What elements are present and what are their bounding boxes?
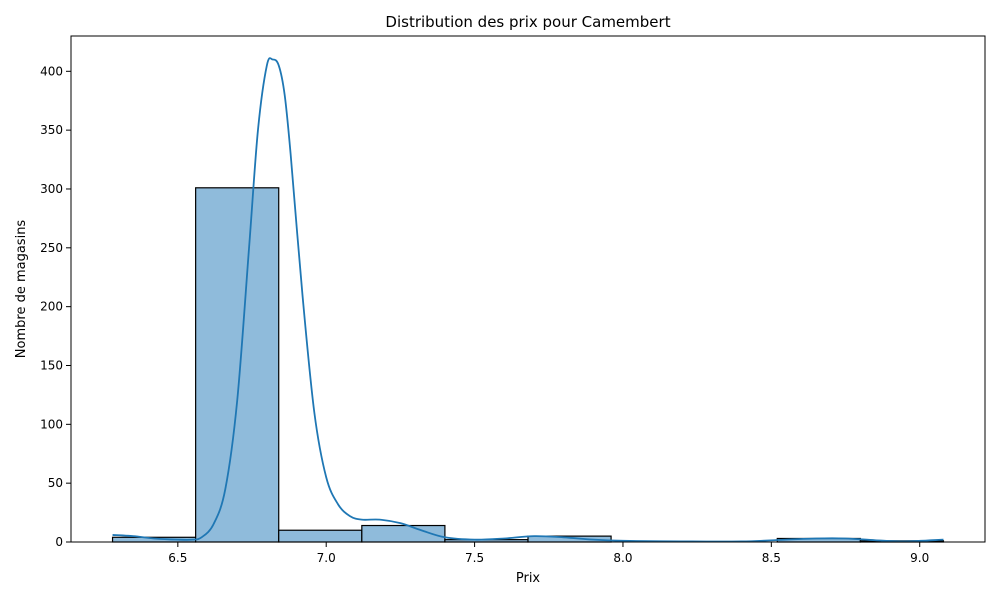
chart-title: Distribution des prix pour Camembert xyxy=(385,13,670,31)
y-tick-label: 150 xyxy=(40,358,63,372)
histogram-bar-2 xyxy=(195,187,280,543)
y-axis-label: Nombre de magasins xyxy=(14,220,29,359)
y-tick-label: 300 xyxy=(40,182,63,196)
y-tick-label: 50 xyxy=(48,476,63,490)
kde-curve xyxy=(112,57,944,543)
x-tick-label: 8.5 xyxy=(762,551,781,565)
kde-layer xyxy=(112,57,944,543)
x-tick-label: 7.0 xyxy=(317,551,336,565)
y-tick-label: 350 xyxy=(40,123,63,137)
plot-frame xyxy=(70,35,986,543)
y-tick-label: 100 xyxy=(40,417,63,431)
axes-layer: 6.5 7.0 7.5 8.0 8.5 9.0 0 50 100 150 200 250 300 350 4… xyxy=(40,35,986,565)
x-tick-label: 8.0 xyxy=(613,551,632,565)
y-tick-label: 250 xyxy=(40,241,63,255)
x-tick-label: 9.0 xyxy=(910,551,929,565)
y-tick-label: 200 xyxy=(40,300,63,314)
y-tick-label: 0 xyxy=(55,535,63,549)
x-tick-label: 7.5 xyxy=(465,551,484,565)
x-axis-label: Prix xyxy=(516,571,541,586)
x-tick-label: 6.5 xyxy=(168,551,187,565)
y-tick-label: 400 xyxy=(40,64,63,78)
histogram-bar-3 xyxy=(278,529,363,543)
bars-layer xyxy=(111,187,945,543)
